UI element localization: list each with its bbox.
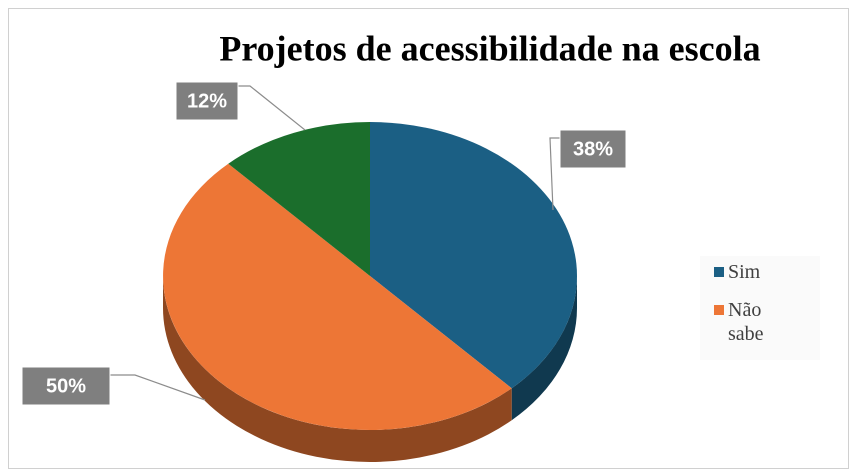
value-label: 38% bbox=[573, 138, 613, 160]
label-box bbox=[21, 366, 111, 406]
slice bbox=[370, 122, 577, 389]
value-label: 12% bbox=[187, 90, 227, 112]
legend-swatch bbox=[714, 267, 724, 277]
slice-side bbox=[511, 276, 577, 421]
label-box bbox=[175, 81, 239, 121]
label-box bbox=[559, 129, 627, 169]
slice bbox=[228, 122, 370, 276]
chart-title: Projetos de acessibilidade na escola bbox=[219, 28, 760, 68]
leader-line bbox=[110, 374, 206, 401]
leader-line bbox=[238, 85, 306, 131]
legend-item: Sim bbox=[714, 260, 794, 284]
slice-side bbox=[163, 276, 512, 462]
leader-line bbox=[549, 137, 560, 211]
legend: Sim Não sabe bbox=[700, 256, 820, 360]
slice bbox=[163, 163, 512, 430]
legend-swatch bbox=[714, 305, 724, 315]
legend-item: Não sabe bbox=[714, 298, 794, 346]
legend-label: Não sabe bbox=[728, 299, 764, 345]
legend-label: Sim bbox=[728, 261, 761, 283]
value-label: 50% bbox=[46, 375, 86, 397]
